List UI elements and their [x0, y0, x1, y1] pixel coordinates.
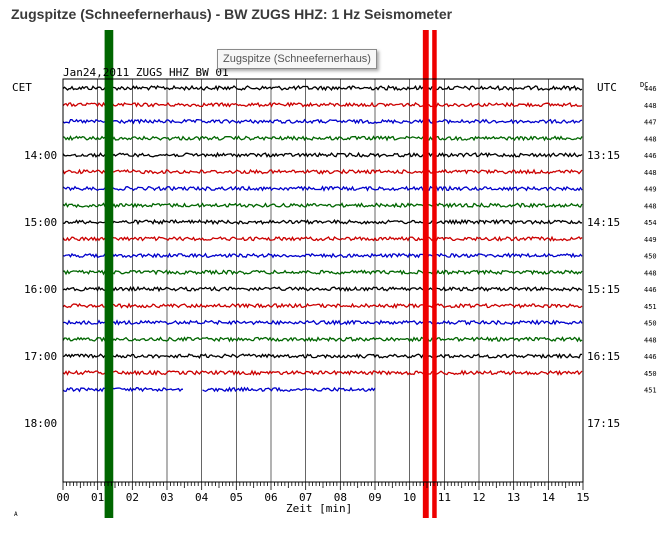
x-tick-label: 00	[56, 491, 69, 504]
seismic-trace	[63, 269, 583, 276]
x-tick-label: 04	[195, 491, 209, 504]
x-tick-label: 05	[230, 491, 243, 504]
dc-value: 446	[644, 85, 657, 93]
seismic-trace	[62, 252, 583, 259]
cet-tick-label: 16:00	[24, 283, 57, 296]
x-tick-label: 09	[368, 491, 381, 504]
cet-tick-label: 18:00	[24, 417, 57, 430]
cet-tick-label: 17:00	[24, 350, 57, 363]
chart-header: Jan24,2011 ZUGS HHZ BW 01	[63, 66, 229, 79]
dc-value: 450	[644, 370, 657, 378]
x-tick-label: 02	[126, 491, 139, 504]
seismic-trace	[62, 369, 583, 376]
cet-tick-label: 15:00	[24, 216, 57, 229]
footnote-mark: A	[14, 511, 18, 518]
seismic-trace	[62, 168, 583, 175]
x-tick-label: 10	[403, 491, 416, 504]
x-tick-label: 15	[576, 491, 589, 504]
dc-value: 448	[644, 269, 657, 277]
event-marker	[104, 30, 114, 518]
dc-value: 451	[644, 387, 657, 395]
utc-tick-label: 15:15	[587, 283, 620, 296]
seismic-trace	[62, 387, 184, 393]
event-markers	[104, 30, 437, 518]
seismic-trace	[62, 285, 583, 293]
dc-value: 449	[644, 186, 657, 194]
seismic-trace	[62, 302, 583, 310]
dc-value: 446	[644, 353, 657, 361]
seismic-trace	[202, 386, 376, 393]
dc-value: 446	[644, 286, 657, 294]
x-tick-label: 13	[507, 491, 520, 504]
seismic-trace	[62, 352, 582, 360]
utc-tick-label: 16:15	[587, 350, 620, 363]
dc-value: 448	[644, 336, 657, 344]
trace-group	[62, 84, 583, 393]
dc-value: 446	[644, 152, 657, 160]
dc-value: 454	[644, 219, 657, 227]
dc-value: 450	[644, 320, 657, 328]
seismic-trace	[62, 218, 582, 226]
plot-grid	[97, 79, 549, 482]
axis-ticks: 00 01 02 03 04 05 06 07 08 09 10 11 12 13 14 15 14:00 15:…	[24, 85, 657, 504]
x-tick-label: 07	[299, 491, 312, 504]
cet-axis-label: CET	[12, 81, 32, 94]
seismic-trace	[62, 118, 583, 125]
seismic-trace	[62, 84, 583, 92]
x-tick-label: 06	[264, 491, 277, 504]
event-marker	[432, 30, 437, 518]
seismic-trace	[62, 101, 583, 108]
utc-tick-label: 14:15	[587, 216, 620, 229]
page-title: Zugspitze (Schneefernerhaus) - BW ZUGS H…	[11, 6, 453, 22]
dc-value: 449	[644, 236, 657, 244]
dc-value: 448	[644, 202, 657, 210]
utc-axis-label: UTC	[597, 81, 617, 94]
cet-tick-label: 14:00	[24, 149, 57, 162]
seismic-trace	[62, 319, 583, 326]
station-tooltip: Zugspitze (Schneefernerhaus)	[217, 49, 377, 69]
seismic-trace	[62, 151, 583, 159]
x-tick-label: 12	[472, 491, 485, 504]
seismic-trace	[62, 135, 583, 142]
dc-value: 448	[644, 135, 657, 143]
utc-tick-label: 17:15	[587, 417, 620, 430]
x-axis-title: Zeit [min]	[286, 502, 352, 515]
seismic-trace	[62, 185, 583, 192]
dc-value: 450	[644, 253, 657, 261]
x-tick-label: 03	[160, 491, 173, 504]
event-marker	[422, 30, 429, 518]
seismic-trace	[62, 235, 583, 242]
seismic-trace	[62, 336, 583, 343]
x-tick-label: 08	[334, 491, 347, 504]
x-tick-label: 01	[91, 491, 104, 504]
seismic-trace	[62, 202, 583, 209]
dc-value: 448	[644, 102, 657, 110]
dc-value: 451	[644, 303, 657, 311]
dc-column-label: DC	[640, 81, 648, 89]
x-tick-label: 11	[438, 491, 451, 504]
dc-value: 447	[644, 119, 657, 127]
x-tick-label: 14	[542, 491, 556, 504]
dc-value: 448	[644, 169, 657, 177]
utc-tick-label: 13:15	[587, 149, 620, 162]
